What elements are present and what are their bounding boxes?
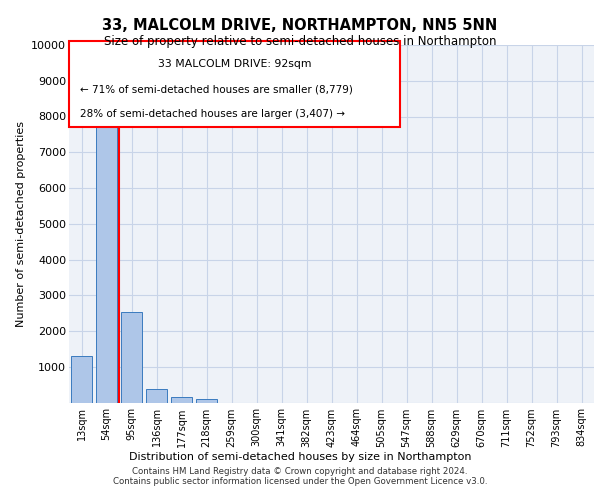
Text: Distribution of semi-detached houses by size in Northampton: Distribution of semi-detached houses by … [129, 452, 471, 462]
Bar [96, 114, 117, 403]
Text: Size of property relative to semi-detached houses in Northampton: Size of property relative to semi-detach… [104, 35, 496, 48]
Bar [196, 400, 217, 402]
Text: 28% of semi-detached houses are larger (3,407) →: 28% of semi-detached houses are larger (… [79, 110, 344, 120]
Bar [71, 356, 92, 403]
Text: Contains HM Land Registry data © Crown copyright and database right 2024.: Contains HM Land Registry data © Crown c… [132, 467, 468, 476]
FancyBboxPatch shape [69, 42, 400, 127]
Text: Contains public sector information licensed under the Open Government Licence v3: Contains public sector information licen… [113, 477, 487, 486]
Text: ← 71% of semi-detached houses are smaller (8,779): ← 71% of semi-detached houses are smalle… [79, 84, 352, 94]
Text: 33 MALCOLM DRIVE: 92sqm: 33 MALCOLM DRIVE: 92sqm [158, 60, 311, 70]
Text: 33, MALCOLM DRIVE, NORTHAMPTON, NN5 5NN: 33, MALCOLM DRIVE, NORTHAMPTON, NN5 5NN [103, 18, 497, 32]
Y-axis label: Number of semi-detached properties: Number of semi-detached properties [16, 120, 26, 327]
Bar [146, 388, 167, 402]
Bar [121, 312, 142, 402]
Bar [171, 398, 192, 402]
